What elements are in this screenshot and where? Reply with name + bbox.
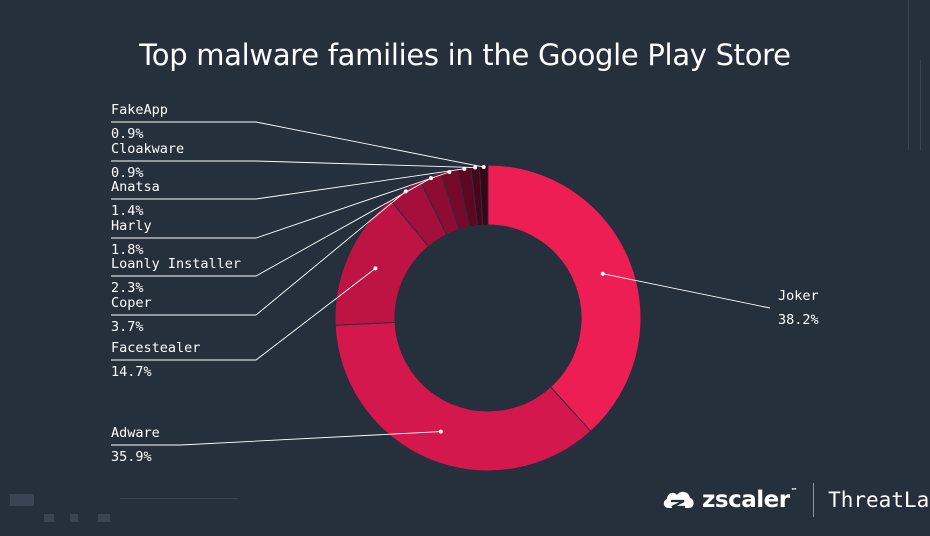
decor-block	[98, 514, 110, 522]
leader-dot-adware	[438, 429, 443, 434]
label-name-joker: Joker	[778, 288, 819, 304]
leader-dot-facestealer	[373, 266, 378, 271]
decor-block	[70, 514, 78, 522]
label-value-anatsa: 1.4%	[111, 203, 144, 219]
label-name-coper: Coper	[111, 295, 152, 311]
label-value-coper: 3.7%	[111, 319, 144, 335]
slice-adware	[334, 321, 592, 472]
leader-dot-cloakware	[473, 165, 478, 170]
leader-line-cloakware	[111, 160, 476, 168]
decor-block	[44, 514, 54, 522]
label-name-harly: Harly	[111, 218, 152, 234]
label-name-cloakware: Cloakware	[111, 141, 184, 157]
brand-footer: zscaler™ ThreatLabz	[660, 480, 930, 520]
label-name-fakeapp: FakeApp	[111, 102, 168, 118]
label-value-cloakware: 0.9%	[111, 165, 144, 181]
decor-line	[908, 0, 909, 150]
leader-dot-anatsa	[462, 166, 467, 171]
brand-divider	[813, 483, 815, 517]
decor-line	[120, 498, 238, 499]
zscaler-cloud-icon	[663, 491, 694, 509]
label-name-anatsa: Anatsa	[111, 179, 160, 195]
label-value-adware: 35.9%	[111, 449, 152, 465]
decor-block	[10, 494, 34, 506]
label-name-facestealer: Facestealer	[111, 340, 200, 356]
label-value-loanly-installer: 2.3%	[111, 280, 144, 296]
label-value-joker: 38.2%	[778, 312, 819, 328]
label-value-facestealer: 14.7%	[111, 364, 152, 380]
label-value-fakeapp: 0.9%	[111, 126, 144, 142]
leader-dot-joker	[600, 271, 605, 276]
threatlabz-text: ThreatLabz	[828, 488, 930, 512]
leader-line-facestealer	[111, 267, 376, 361]
leader-line-coper	[111, 191, 407, 316]
slice-fakeapp	[478, 164, 489, 226]
zscaler-logo-text: zscaler™	[702, 487, 798, 513]
label-value-harly: 1.8%	[111, 242, 144, 258]
chart-title: Top malware families in the Google Play …	[139, 38, 791, 72]
leader-line-loanly-installer	[111, 177, 432, 277]
leader-dot-fakeapp	[481, 165, 486, 170]
leader-line-adware	[111, 431, 441, 446]
label-name-adware: Adware	[111, 425, 160, 441]
label-name-loanly-installer: Loanly Installer	[111, 256, 241, 272]
leader-line-anatsa	[111, 168, 465, 200]
decor-line	[920, 60, 921, 150]
leader-line-joker	[602, 273, 771, 309]
leader-line-harly	[111, 171, 450, 239]
leader-line-fakeapp	[111, 121, 484, 168]
slice-joker	[487, 164, 642, 433]
